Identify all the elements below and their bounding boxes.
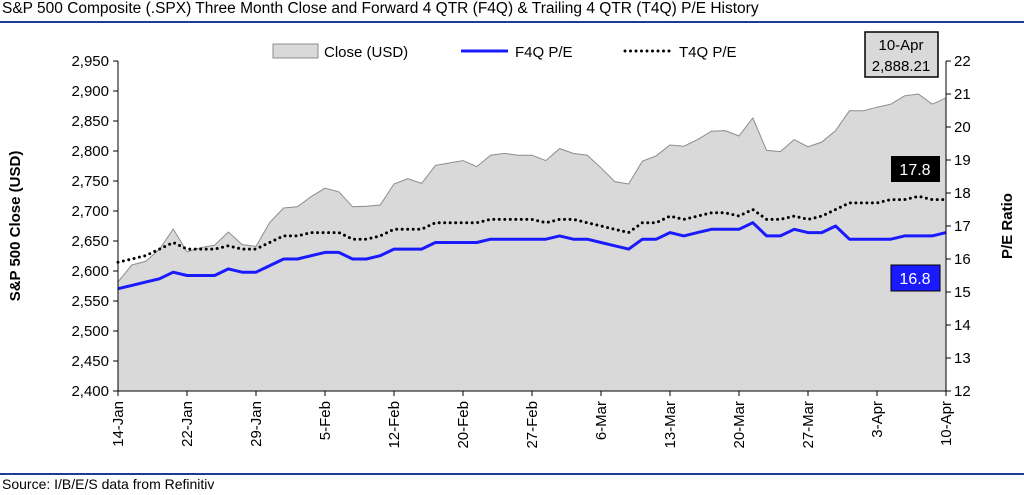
y2-tick-label: 19 — [954, 152, 971, 169]
x-tick-label: 5-Feb — [317, 401, 334, 440]
y2-tick-label: 13 — [954, 350, 971, 367]
y-tick-label: 2,500 — [71, 323, 109, 340]
y-axis-title: S&P 500 Close (USD) — [7, 151, 24, 302]
t4q-last-value: 17.8 — [899, 162, 930, 179]
x-tick-label: 20-Mar — [731, 401, 748, 449]
x-tick-label: 3-Apr — [869, 401, 886, 438]
x-tick-label: 22-Jan — [179, 401, 196, 447]
y2-tick-label: 16 — [954, 251, 971, 268]
series-close-edge — [117, 93, 947, 283]
y2-tick-label: 14 — [954, 317, 971, 334]
series-t4q-line — [116, 194, 948, 264]
y-tick-label: 2,700 — [71, 203, 109, 220]
last-close-callout — [864, 31, 939, 78]
y2-tick-label: 21 — [954, 86, 971, 103]
y2-tick-label: 15 — [954, 284, 971, 301]
x-tick-label: 27-Mar — [800, 401, 817, 449]
y2-tick-label: 20 — [954, 119, 971, 136]
top-rule — [0, 21, 1024, 23]
y-tick-label: 2,800 — [71, 143, 109, 160]
y-tick-label: 2,850 — [71, 113, 109, 130]
y-tick-label: 2,950 — [71, 53, 109, 70]
y-tick-label: 2,450 — [71, 353, 109, 370]
y-tick-label: 2,400 — [71, 383, 109, 400]
last-close-date: 10-Apr — [878, 37, 923, 54]
f4q-last-callout — [890, 264, 941, 292]
bottom-rule — [0, 473, 1024, 475]
x-tick-label: 12-Feb — [386, 401, 403, 449]
x-tick-label: 14-Jan — [110, 401, 127, 447]
y2-tick-label: 22 — [954, 53, 971, 70]
x-tick-label: 10-Apr — [938, 401, 955, 446]
series-f4q-line — [117, 221, 947, 291]
legend-label-close: Close (USD) — [324, 44, 408, 61]
y2-tick-label: 17 — [954, 218, 971, 235]
series-close-area — [118, 94, 946, 391]
x-tick-label: 6-Mar — [593, 401, 610, 440]
y2-axis-title: P/E Ratio — [999, 193, 1016, 259]
x-tick-label: 20-Feb — [455, 401, 472, 449]
t4q-last-callout — [891, 156, 940, 182]
y2-tick-label: 12 — [954, 383, 971, 400]
y-tick-label: 2,550 — [71, 293, 109, 310]
legend-label-f4q: F4Q P/E — [515, 44, 573, 61]
x-tick-label: 13-Mar — [662, 401, 679, 449]
y-tick-label: 2,600 — [71, 263, 109, 280]
last-close-value: 2,888.21 — [872, 58, 930, 75]
y2-tick-label: 18 — [954, 185, 971, 202]
legend-label-t4q: T4Q P/E — [679, 44, 737, 61]
source-note: Source: I/B/E/S data from Refinitiv — [2, 476, 215, 492]
x-tick-label: 29-Jan — [248, 401, 265, 447]
y-tick-label: 2,650 — [71, 233, 109, 250]
legend-swatch-close — [272, 43, 319, 59]
y-tick-label: 2,900 — [71, 83, 109, 100]
y-tick-label: 2,750 — [71, 173, 109, 190]
f4q-last-value: 16.8 — [899, 271, 930, 288]
chart-title: S&P 500 Composite (.SPX) Three Month Clo… — [2, 0, 759, 17]
x-tick-label: 27-Feb — [524, 401, 541, 449]
